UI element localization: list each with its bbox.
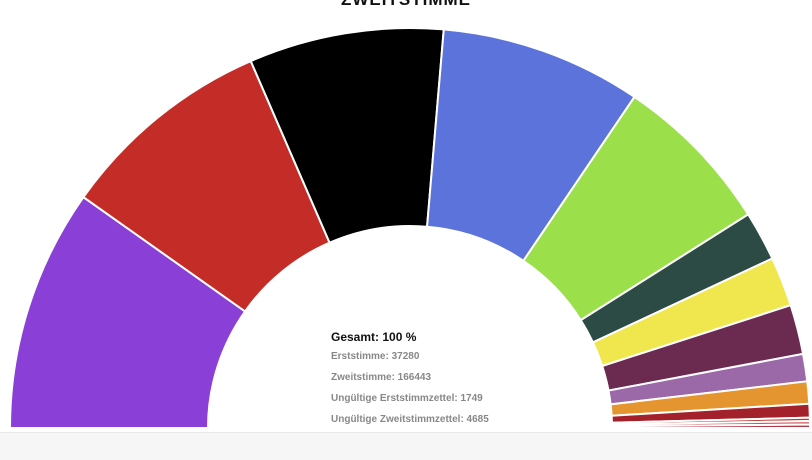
chart-slices <box>8 27 812 429</box>
stat-zweitstimme: Zweitstimme: 166443 <box>331 372 432 383</box>
chart-slice-14[interactable] <box>610 423 812 429</box>
stat-ungueltige-zweitstimmzettel: Ungültige Zweitstimmzettel: 4685 <box>331 414 489 425</box>
bottom-strip <box>0 432 812 460</box>
center-summary: Gesamt: 100 % Erststimme: 37280 Zweitsti… <box>331 330 489 435</box>
chart-title: ZWEITSTIMME <box>0 0 812 9</box>
stat-erststimme: Erststimme: 37280 <box>331 351 420 362</box>
total-label: Gesamt: 100 % <box>331 330 417 344</box>
stat-ungueltige-erststimmzettel: Ungültige Erststimmzettel: 1749 <box>331 393 483 404</box>
